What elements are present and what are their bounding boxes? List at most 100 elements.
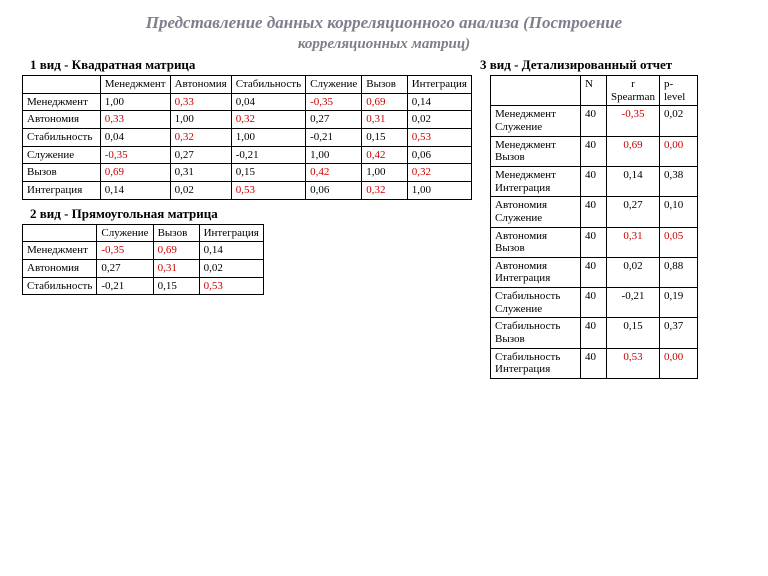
col-header: Интеграция [199,224,263,242]
cell: 1,00 [362,164,407,182]
table2-body: Менеджмент-0,350,690,14Автономия0,270,31… [23,242,264,295]
label-type3: 3 вид - Детализированный отчет [480,57,756,73]
r-cell: 0,27 [607,197,660,227]
col-header: p-level [659,76,697,106]
r-cell: 0,15 [607,318,660,348]
r-cell: 0,02 [607,257,660,287]
cell: -0,21 [97,277,153,295]
table-1-square-matrix: Менеджмент Автономия Стабильность Служен… [22,75,472,199]
col-header: Стабильность [231,76,305,94]
n-cell: 40 [581,106,607,136]
row-header: Вызов [23,164,101,182]
n-cell: 40 [581,348,607,378]
row-header: Стабильность [23,129,101,147]
cell: 0,06 [306,181,362,199]
corner-cell [23,224,97,242]
r-cell: 0,53 [607,348,660,378]
cell: 0,14 [100,181,170,199]
cell: 0,31 [170,164,231,182]
n-cell: 40 [581,136,607,166]
col-header: Автономия [170,76,231,94]
right-column: 3 вид - Детализированный отчет N r Spear… [480,55,756,385]
cell: 0,33 [100,111,170,129]
cell: 0,53 [199,277,263,295]
cell: 1,00 [306,146,362,164]
cell: 0,27 [97,259,153,277]
cell: 0,27 [306,111,362,129]
label-type2: 2 вид - Прямоугольная матрица [30,206,472,222]
table-row: Автономия Вызов400,310,05 [491,227,698,257]
cell: 0,14 [407,93,471,111]
col-header: Вызов [153,224,199,242]
cell: 0,42 [362,146,407,164]
table-row: Автономия Служение400,270,10 [491,197,698,227]
n-cell: 40 [581,166,607,196]
page: Представление данных корреляционного ана… [0,0,768,576]
table-row: Автономия Интеграция400,020,88 [491,257,698,287]
label-type1: 1 вид - Квадратная матрица [30,57,472,73]
cell: 1,00 [100,93,170,111]
cell: 0,32 [407,164,471,182]
p-cell: 0,00 [659,348,697,378]
pair-cell: Стабильность Служение [491,288,581,318]
cell: 0,15 [362,129,407,147]
col-header: Служение [97,224,153,242]
table-row: Стабильность0,040,321,00-0,210,150,53 [23,129,472,147]
cell: 0,04 [231,93,305,111]
col-header: Менеджмент [100,76,170,94]
row-header: Служение [23,146,101,164]
table-row: Стабильность Вызов400,150,37 [491,318,698,348]
cell: -0,21 [231,146,305,164]
table-row: Менеджмент Автономия Стабильность Служен… [23,76,472,94]
table-row: Менеджмент Служение40-0,350,02 [491,106,698,136]
table-row: Менеджмент Интеграция400,140,38 [491,166,698,196]
cell: 0,04 [100,129,170,147]
cell: 0,15 [153,277,199,295]
cell: 0,06 [407,146,471,164]
p-cell: 0,19 [659,288,697,318]
p-cell: 0,37 [659,318,697,348]
r-cell: -0,35 [607,106,660,136]
cell: 0,33 [170,93,231,111]
row-header: Стабильность [23,277,97,295]
table-row: Служение Вызов Интеграция [23,224,264,242]
cell: 0,53 [407,129,471,147]
table-row: Интеграция0,140,020,530,060,321,00 [23,181,472,199]
p-cell: 0,38 [659,166,697,196]
row-header: Автономия [23,111,101,129]
n-cell: 40 [581,288,607,318]
page-title-line1: Представление данных корреляционного ана… [12,12,756,34]
table-2-rect-matrix: Служение Вызов Интеграция Менеджмент-0,3… [22,224,264,296]
table-row: Менеджмент Вызов400,690,00 [491,136,698,166]
columns: 1 вид - Квадратная матрица Менеджмент Ав… [12,55,756,385]
table-row: Стабильность-0,210,150,53 [23,277,264,295]
cell: -0,35 [97,242,153,260]
cell: 0,15 [231,164,305,182]
n-cell: 40 [581,318,607,348]
pair-cell: Стабильность Интеграция [491,348,581,378]
corner-cell [23,76,101,94]
cell: 0,69 [362,93,407,111]
table-row: Менеджмент-0,350,690,14 [23,242,264,260]
cell: 1,00 [170,111,231,129]
cell: -0,21 [306,129,362,147]
row-header: Менеджмент [23,93,101,111]
page-title-line2: корреляционных матриц) [12,36,756,53]
n-cell: 40 [581,197,607,227]
cell: 0,27 [170,146,231,164]
table1-body: Менеджмент1,000,330,04-0,350,690,14Автон… [23,93,472,199]
r-cell: 0,14 [607,166,660,196]
p-cell: 0,02 [659,106,697,136]
cell: 0,02 [407,111,471,129]
pair-cell: Менеджмент Служение [491,106,581,136]
col-header: Вызов [362,76,407,94]
pair-cell: Менеджмент Интеграция [491,166,581,196]
pair-cell: Автономия Служение [491,197,581,227]
r-cell: 0,31 [607,227,660,257]
cell: 0,69 [100,164,170,182]
cell: 0,31 [362,111,407,129]
left-column: 1 вид - Квадратная матрица Менеджмент Ав… [12,55,472,385]
cell: 0,32 [170,129,231,147]
table-row: Менеджмент1,000,330,04-0,350,690,14 [23,93,472,111]
row-header: Менеджмент [23,242,97,260]
